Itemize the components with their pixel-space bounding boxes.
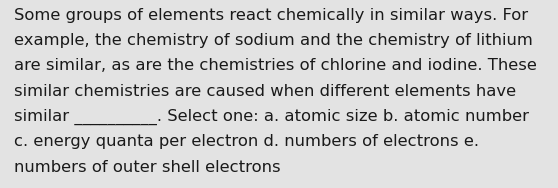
Text: similar __________. Select one: a. atomic size b. atomic number: similar __________. Select one: a. atomi… [14,109,529,125]
Text: example, the chemistry of sodium and the chemistry of lithium: example, the chemistry of sodium and the… [14,33,533,48]
Text: numbers of outer shell electrons: numbers of outer shell electrons [14,160,281,175]
Text: are similar, as are the chemistries of chlorine and iodine. These: are similar, as are the chemistries of c… [14,58,537,73]
Text: Some groups of elements react chemically in similar ways. For: Some groups of elements react chemically… [14,8,528,23]
Text: similar chemistries are caused when different elements have: similar chemistries are caused when diff… [14,84,516,99]
Text: c. energy quanta per electron d. numbers of electrons e.: c. energy quanta per electron d. numbers… [14,134,479,149]
